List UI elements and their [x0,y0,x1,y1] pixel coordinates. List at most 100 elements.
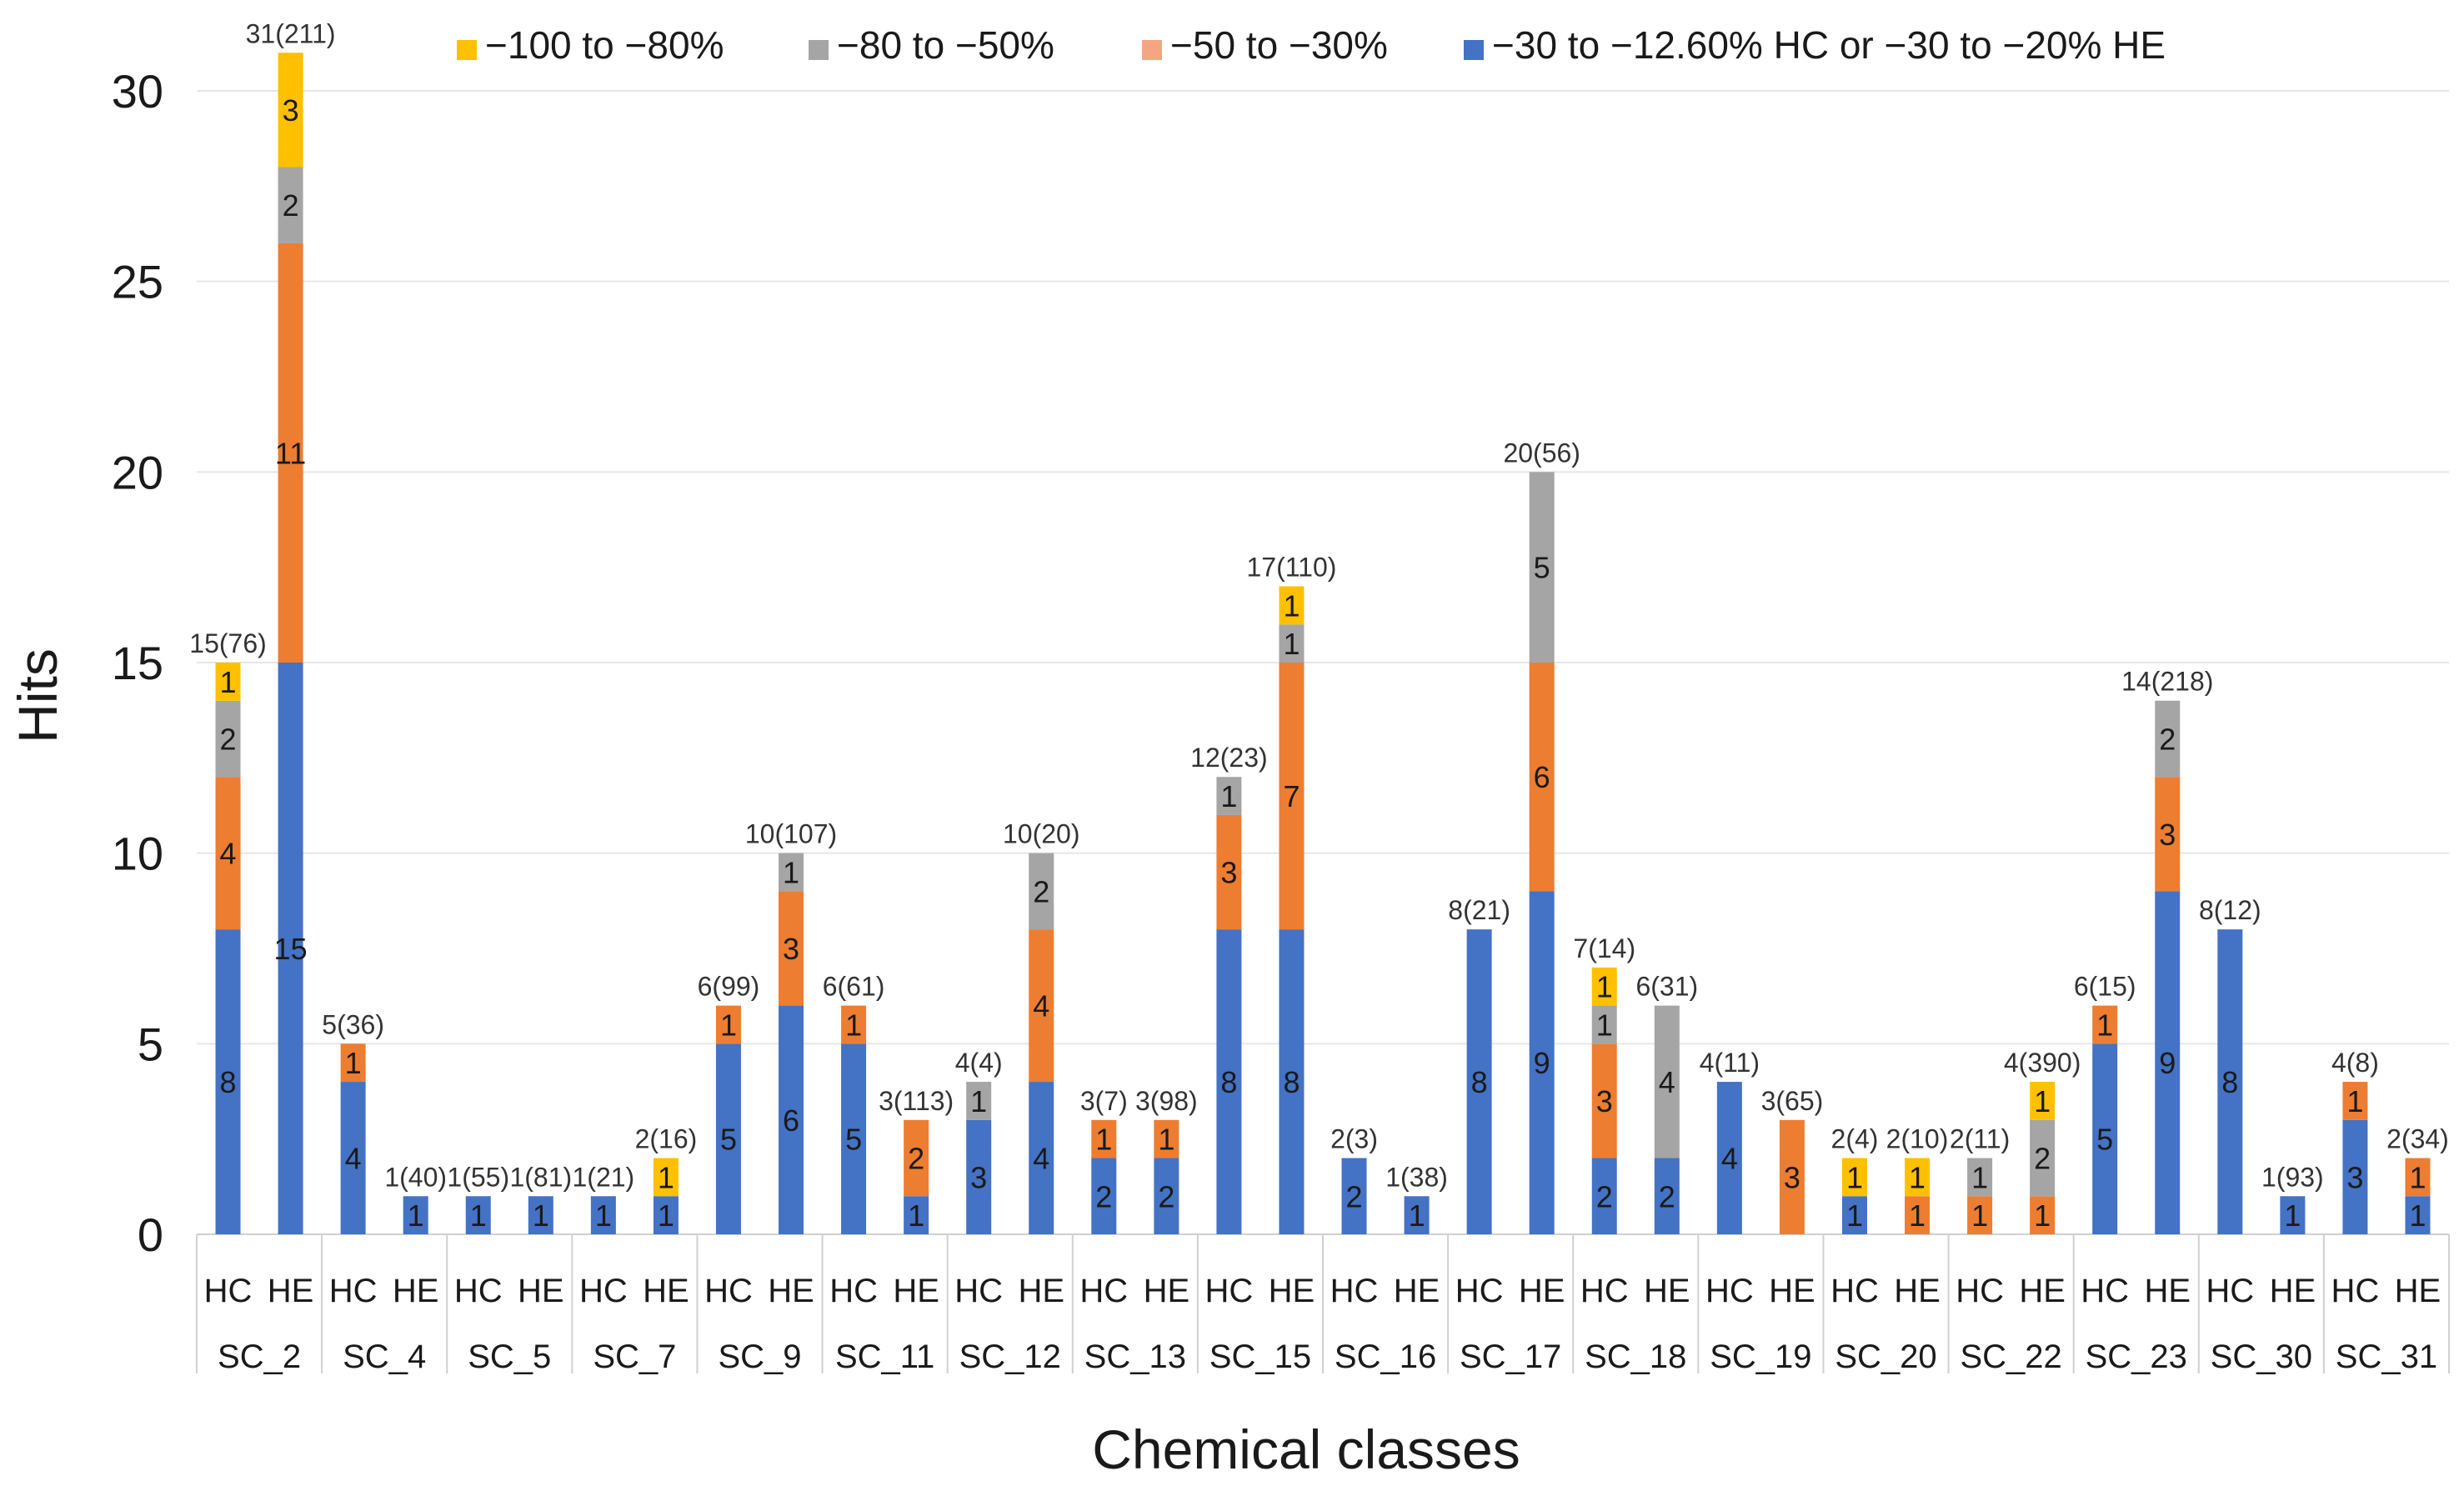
segment-value-label: 1 [1596,970,1613,1004]
segment-value-label: 1 [1971,1198,1988,1233]
y-tick-label: 15 [112,637,163,689]
bar-segment-r4 [528,1196,553,1234]
x-axis-title: Chemical classes [1092,1418,1520,1480]
bar-segment-r4 [966,1119,992,1234]
bar-total-label: 17(110) [1247,553,1337,583]
segment-value-label: 2 [908,1142,924,1176]
segment-value-label: 9 [1534,1046,1550,1080]
x-sub-label: HE [1394,1273,1440,1309]
bar-total-label: 1(21) [573,1162,635,1192]
x-sub-label: HE [1644,1273,1690,1309]
segment-value-label: 3 [783,932,799,966]
segment-value-label: 4 [220,837,237,871]
bar-total-label: 2(3) [1330,1124,1378,1154]
segment-value-label: 1 [220,665,237,699]
bar-segment-r2 [1654,1005,1680,1158]
bar-total-label: 6(99) [698,972,760,1002]
legend-swatch [809,40,829,60]
bar-total-label: 8(21) [1448,895,1510,925]
bar-segment-r4 [1716,1082,1742,1234]
segment-value-label: 1 [783,856,799,890]
bar-segment-r3 [1529,663,1555,892]
segment-value-label: 2 [2034,1142,2051,1176]
legend-label: −100 to −80% [485,23,724,67]
segment-value-label: 15 [274,932,308,966]
bar-segment-r3 [1029,929,1054,1083]
y-tick-label: 10 [112,828,163,880]
bar-segment-r3 [2092,1005,2118,1044]
x-sub-label: HE [393,1273,439,1309]
bar-total-label: 1(40) [384,1162,447,1192]
x-sub-label: HC [1455,1273,1504,1309]
segment-value-label: 4 [1033,1142,1049,1176]
bar-segment-r2 [1279,624,1305,663]
bar-total-label: 1(38) [1385,1162,1448,1192]
bar-total-label: 4(11) [1700,1048,1760,1078]
segment-value-label: 6 [783,1103,799,1138]
segment-value-label: 1 [1095,1123,1112,1157]
bar-total-label: 6(61) [823,972,885,1002]
x-sub-label: HC [704,1273,753,1309]
x-class-label: SC_5 [468,1338,551,1375]
x-class-label: SC_16 [1335,1338,1436,1375]
bar-segment-r4 [1466,929,1492,1234]
bar-segment-r4 [340,1082,366,1234]
bar-segment-r1 [278,53,303,168]
legend-label: −30 to −12.60% HC or −30 to −20% HE [1492,23,2166,67]
segment-value-label: 1 [1158,1123,1174,1157]
segment-value-label: 1 [1846,1198,1863,1233]
bar-segment-r4 [465,1196,491,1234]
bar-segment-r2 [1029,853,1054,930]
x-sub-label: HE [1144,1273,1190,1309]
bar-segment-r3 [340,1043,366,1083]
segment-value-label: 2 [2159,722,2176,756]
segment-value-label: 1 [470,1198,487,1233]
bar-segment-r3 [2030,1196,2056,1234]
x-sub-label: HE [268,1273,314,1309]
bar-segment-r4 [779,1005,804,1234]
bar-segment-r4 [590,1196,616,1234]
segment-value-label: 9 [2159,1046,2176,1080]
x-sub-label: HC [1580,1273,1629,1309]
bar-segment-r1 [1279,586,1305,625]
x-sub-label: HC [1705,1273,1754,1309]
segment-value-label: 4 [1659,1065,1675,1099]
bar-total-label: 5(36) [322,1009,384,1039]
bar-segment-r1 [653,1158,679,1197]
segment-value-label: 1 [1909,1198,1926,1233]
x-sub-label: HE [2395,1273,2441,1309]
bar-segment-r4 [1154,1158,1179,1234]
segment-value-label: 4 [1721,1142,1738,1176]
bar-segment-r3 [715,1005,741,1044]
bar-total-label: 14(218) [2121,667,2213,697]
segment-value-label: 2 [1033,874,1049,908]
bar-segment-r2 [1529,472,1555,663]
x-class-label: SC_4 [343,1338,426,1375]
x-sub-label: HE [2019,1273,2066,1309]
legend: −100 to −80% −80 to −50% −50 to −30% −30 to… [457,23,2166,67]
x-class-label: SC_12 [959,1338,1061,1375]
bar-segment-r4 [653,1196,679,1234]
segment-value-label: 4 [345,1142,362,1176]
segment-value-label: 2 [1659,1179,1675,1213]
x-sub-label: HE [768,1273,814,1309]
bar-segment-r2 [1591,1005,1617,1044]
x-sub-label: HC [2081,1273,2129,1309]
segment-value-label: 6 [1534,760,1550,794]
x-sub-label: HC [1205,1273,1254,1309]
bar-segment-r4 [215,929,241,1234]
x-sub-label: HE [1769,1273,1815,1309]
x-sub-label: HC [1956,1273,2004,1309]
bar-segment-r3 [2342,1082,2368,1120]
bar-segment-r4 [1091,1158,1117,1234]
bar-segment-r4 [278,663,303,1234]
legend-swatch [1142,40,1162,60]
segment-value-label: 2 [1158,1179,1174,1213]
y-tick-label: 25 [112,256,163,308]
bar-segment-r4 [1216,929,1242,1234]
segment-value-label: 3 [2346,1160,2363,1194]
bar-segment-r4 [1404,1196,1430,1234]
